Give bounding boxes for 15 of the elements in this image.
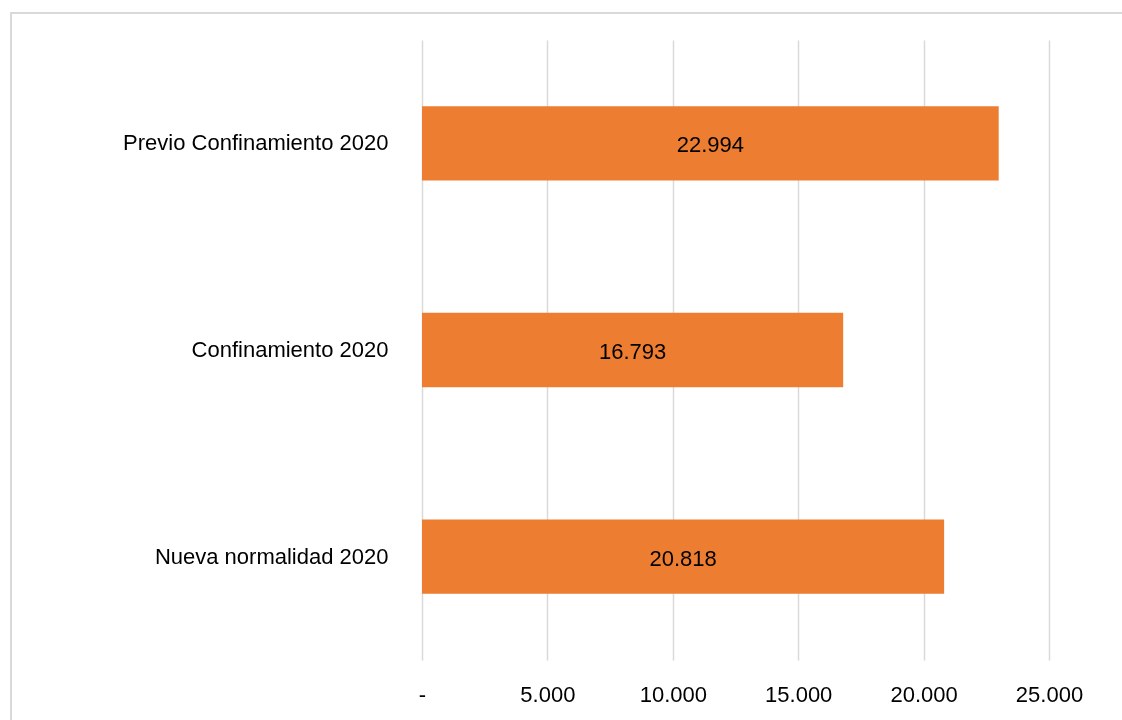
y-tick-label: Nueva normalidad 2020 (154, 543, 389, 569)
x-tick-label: 25.000 (1015, 681, 1084, 707)
y-tick-label: Previo Confinamiento 2020 (123, 130, 389, 156)
data-label: 16.793 (598, 339, 667, 364)
bar (422, 519, 945, 594)
x-tick-label: - (418, 681, 427, 707)
data-label: 20.818 (649, 545, 717, 571)
x-tick-label: 20.000 (890, 681, 958, 707)
bar (422, 106, 999, 181)
x-tick-label: 15.000 (765, 681, 833, 707)
x-tick-label: 10.000 (639, 681, 707, 707)
data-label: 22.994 (676, 132, 744, 158)
bar (422, 312, 844, 388)
y-tick-label: Confinamiento 2020 (191, 337, 389, 362)
x-tick-label: 5.000 (520, 681, 576, 707)
